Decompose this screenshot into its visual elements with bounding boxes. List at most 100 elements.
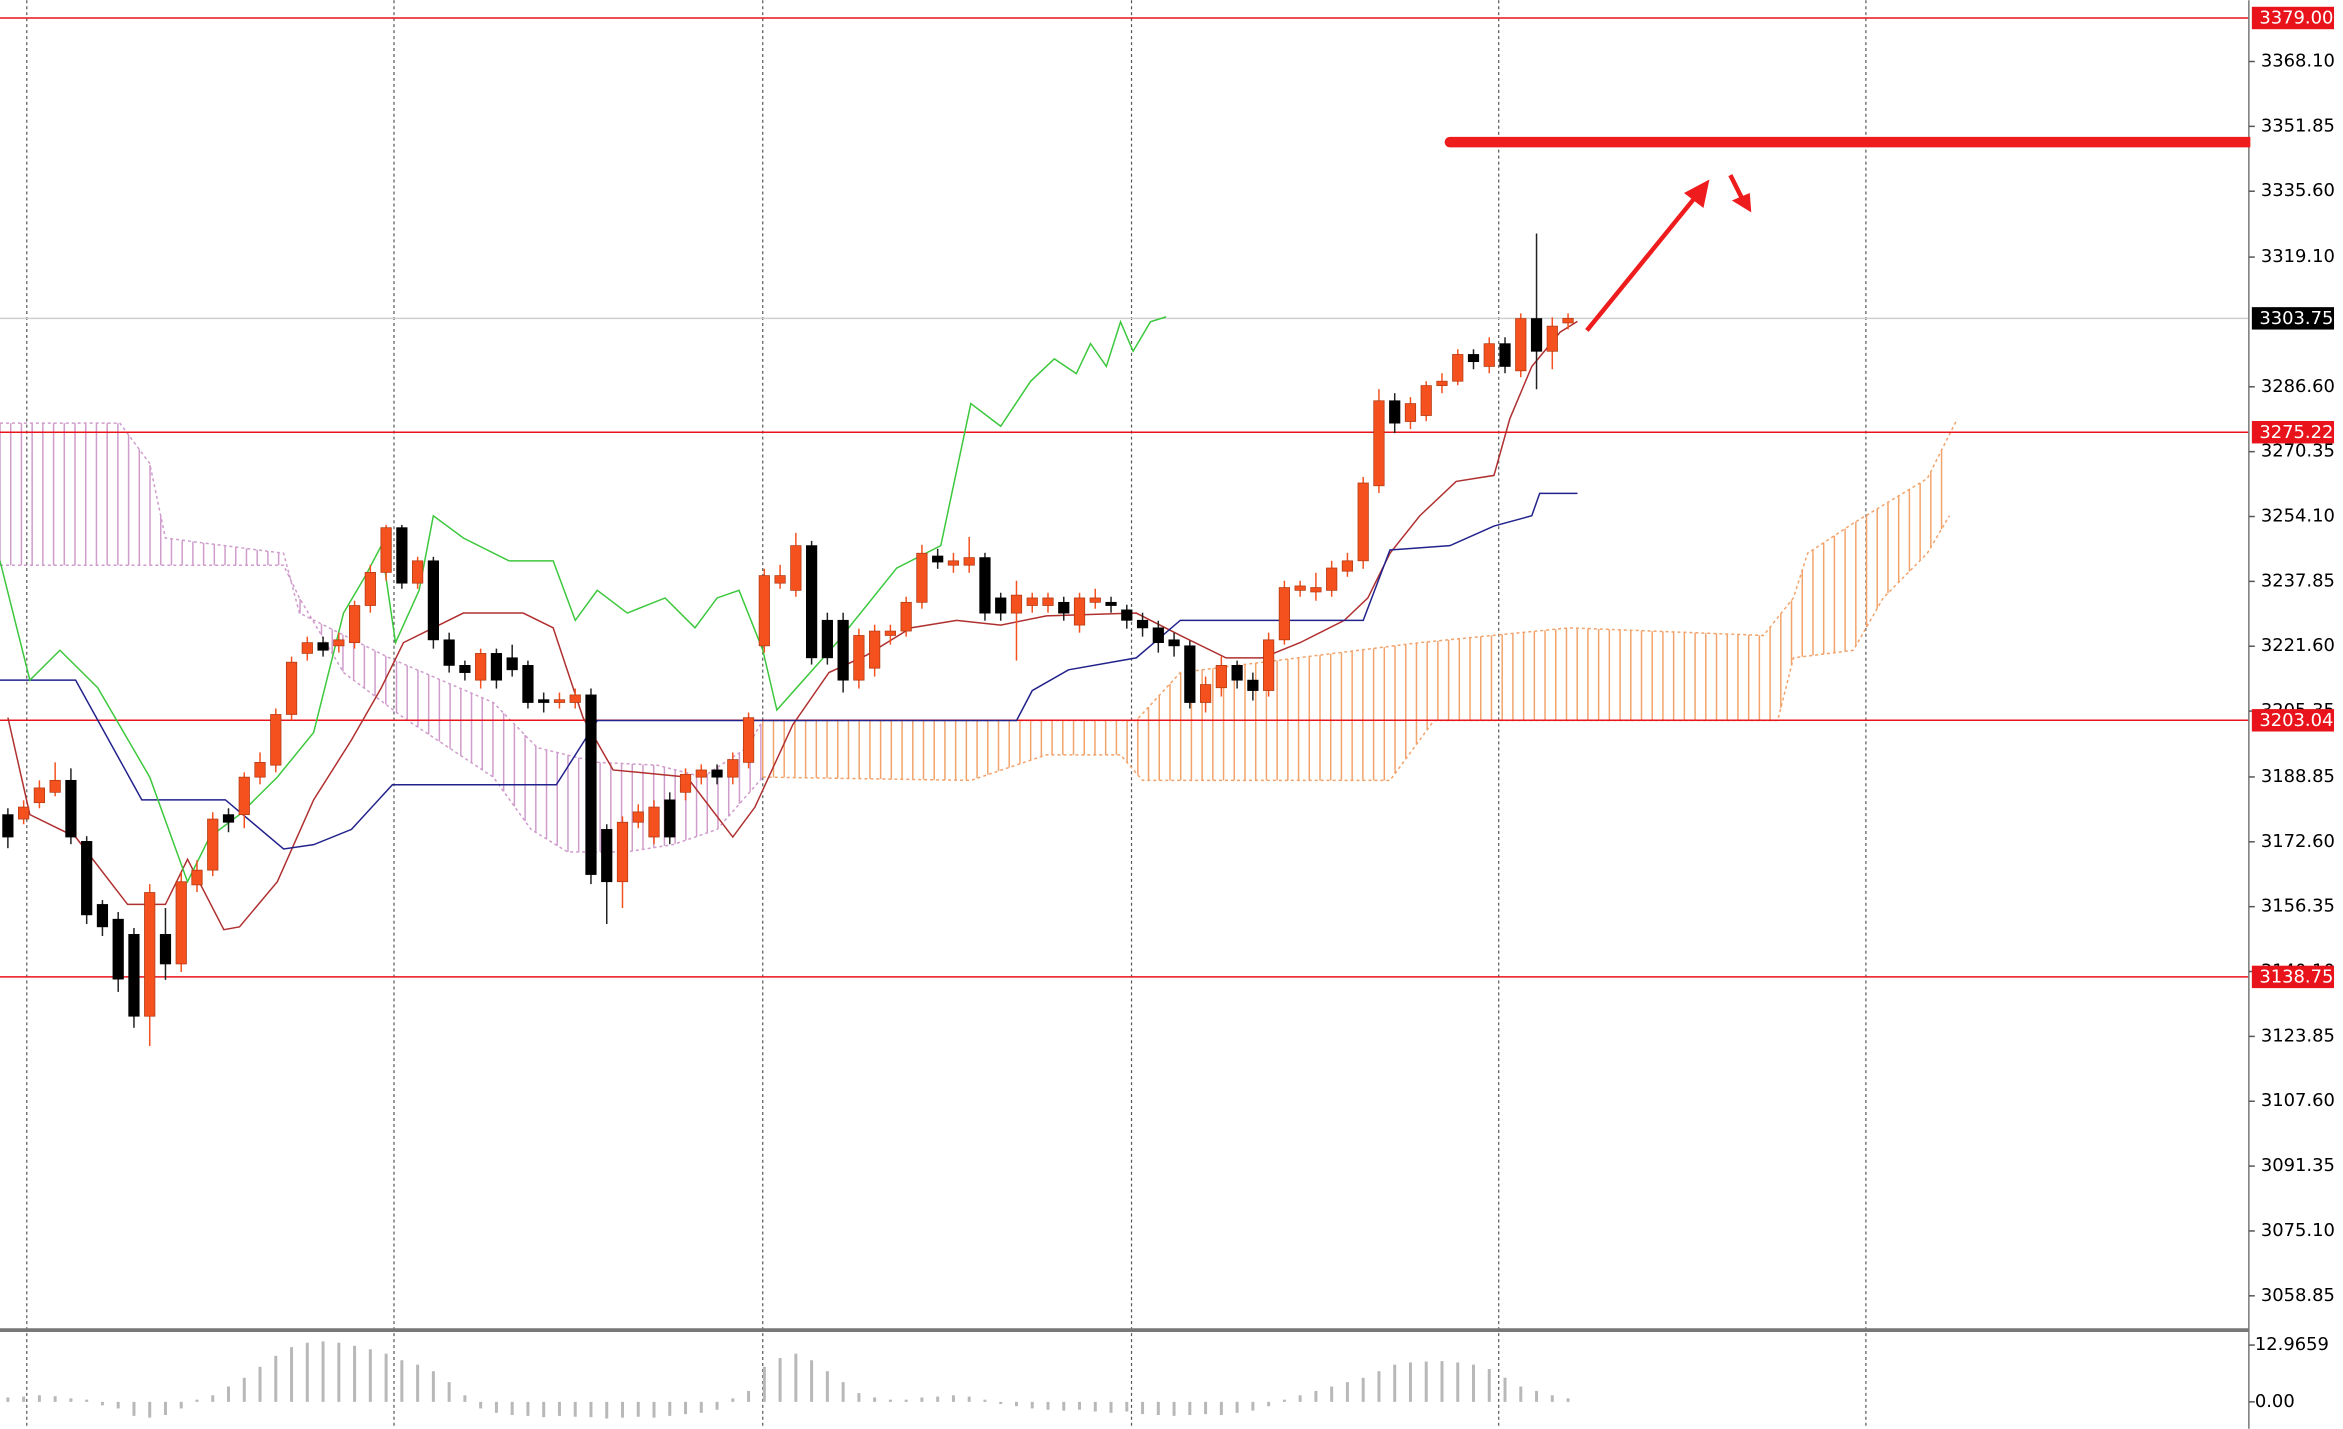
candle-body: [475, 653, 487, 681]
candle-body: [1404, 403, 1417, 422]
cloud-hatch: [762, 450, 1943, 781]
candle-body: [1121, 609, 1133, 621]
candle-body: [285, 661, 298, 715]
y-tick-label: 3270.35: [2261, 441, 2335, 462]
candle-body: [112, 918, 124, 980]
candle-body: [1152, 627, 1164, 644]
candle-body: [616, 821, 629, 883]
candle-body: [1199, 684, 1212, 703]
candle-body: [380, 527, 392, 573]
candle-body: [159, 934, 172, 965]
candle-body: [664, 799, 676, 838]
candle-body: [81, 841, 93, 916]
candle-body: [947, 560, 960, 566]
candle-body: [144, 892, 156, 1017]
candle-body: [1483, 343, 1495, 367]
cloud-edge: [762, 418, 1958, 722]
candle-body: [317, 642, 329, 651]
price-level-box: [2251, 965, 2335, 989]
candle-body: [1341, 560, 1354, 572]
up-arrow-shaft: [1585, 193, 1700, 332]
candle-body: [1010, 594, 1023, 614]
candle-body: [2, 814, 14, 838]
y-tick-label: 3107.60: [2261, 1090, 2335, 1111]
candle-body: [333, 639, 345, 647]
down-arrow-shaft: [1728, 174, 1745, 200]
candle-body: [1026, 597, 1038, 606]
current-price-box: [2251, 307, 2335, 330]
candle-body: [1389, 400, 1401, 424]
y-tick-label: 3237.85: [2261, 570, 2335, 591]
y-tick-label: 3123.85: [2261, 1025, 2335, 1046]
candle-body: [175, 881, 187, 965]
y-tick-label: 3254.10: [2261, 506, 2335, 527]
price-level-box: [2251, 421, 2335, 444]
forecast-arrows: [1585, 174, 1752, 332]
candle-body: [506, 657, 518, 671]
candle-body: [128, 934, 140, 1017]
candle-body: [1530, 318, 1543, 352]
candle-body: [711, 769, 723, 778]
candle-body: [1452, 354, 1464, 382]
candle-body: [853, 635, 865, 681]
plot-layer: [0, 0, 2249, 1429]
candle-body: [758, 575, 770, 647]
candle-body: [790, 545, 802, 591]
y-tick-label: 3058.85: [2261, 1285, 2335, 1306]
up-arrow-head: [1684, 179, 1710, 208]
candle-body: [49, 779, 61, 793]
candle-body: [727, 759, 739, 778]
indicator-line: [0, 316, 1167, 884]
candle-body: [1546, 325, 1558, 352]
candle-body: [1168, 639, 1180, 647]
candle-body: [1278, 587, 1290, 641]
candle-body: [364, 572, 376, 606]
candle-body: [1105, 601, 1117, 606]
candle-body: [1310, 587, 1322, 593]
candle-body: [1499, 343, 1511, 367]
candle-body: [522, 665, 534, 703]
candle-body: [254, 762, 266, 778]
down-arrow-head: [1731, 193, 1752, 213]
price-level-label: 3138.75: [2259, 967, 2333, 988]
y-tick-label: 3384.95: [2261, 0, 2335, 4]
y-tick-label: 3368.10: [2261, 51, 2335, 72]
candle-body: [65, 779, 77, 838]
candle-body: [979, 557, 991, 614]
y-tick-label: 3351.85: [2261, 115, 2335, 136]
candle-body: [742, 717, 755, 763]
candle-body: [963, 557, 975, 566]
candle-body: [1373, 400, 1385, 487]
candle-body: [270, 714, 282, 766]
candle-body: [585, 694, 597, 875]
candle-body: [1042, 597, 1054, 606]
candle-body: [1562, 317, 1574, 324]
candle-body: [191, 869, 203, 886]
y-tick-label: 3172.60: [2261, 831, 2335, 852]
candle-body: [18, 806, 30, 820]
candle-body: [222, 814, 235, 823]
candle-body: [1515, 318, 1527, 372]
candle-body: [821, 619, 833, 659]
candle-body: [301, 642, 313, 654]
indicator-line: [0, 492, 1578, 850]
candle-body: [932, 555, 944, 563]
candle-body: [1263, 639, 1275, 691]
candle-body: [96, 904, 109, 928]
candle-body: [601, 829, 613, 883]
candle-body: [538, 699, 550, 703]
candle-body: [1231, 665, 1243, 681]
candle-body: [900, 601, 912, 632]
price-level-label: 3203.04: [2259, 710, 2333, 731]
candle-body: [995, 597, 1007, 614]
candle-body: [348, 605, 361, 644]
candle-body: [884, 630, 897, 636]
candle-body: [648, 806, 660, 838]
indicator-line: [7, 320, 1578, 931]
y-tick-label: 3319.10: [2261, 246, 2335, 267]
current-price-label: 3303.75: [2259, 308, 2333, 329]
candle-body: [1184, 645, 1196, 703]
y-tick-label: 3188.85: [2261, 766, 2335, 787]
